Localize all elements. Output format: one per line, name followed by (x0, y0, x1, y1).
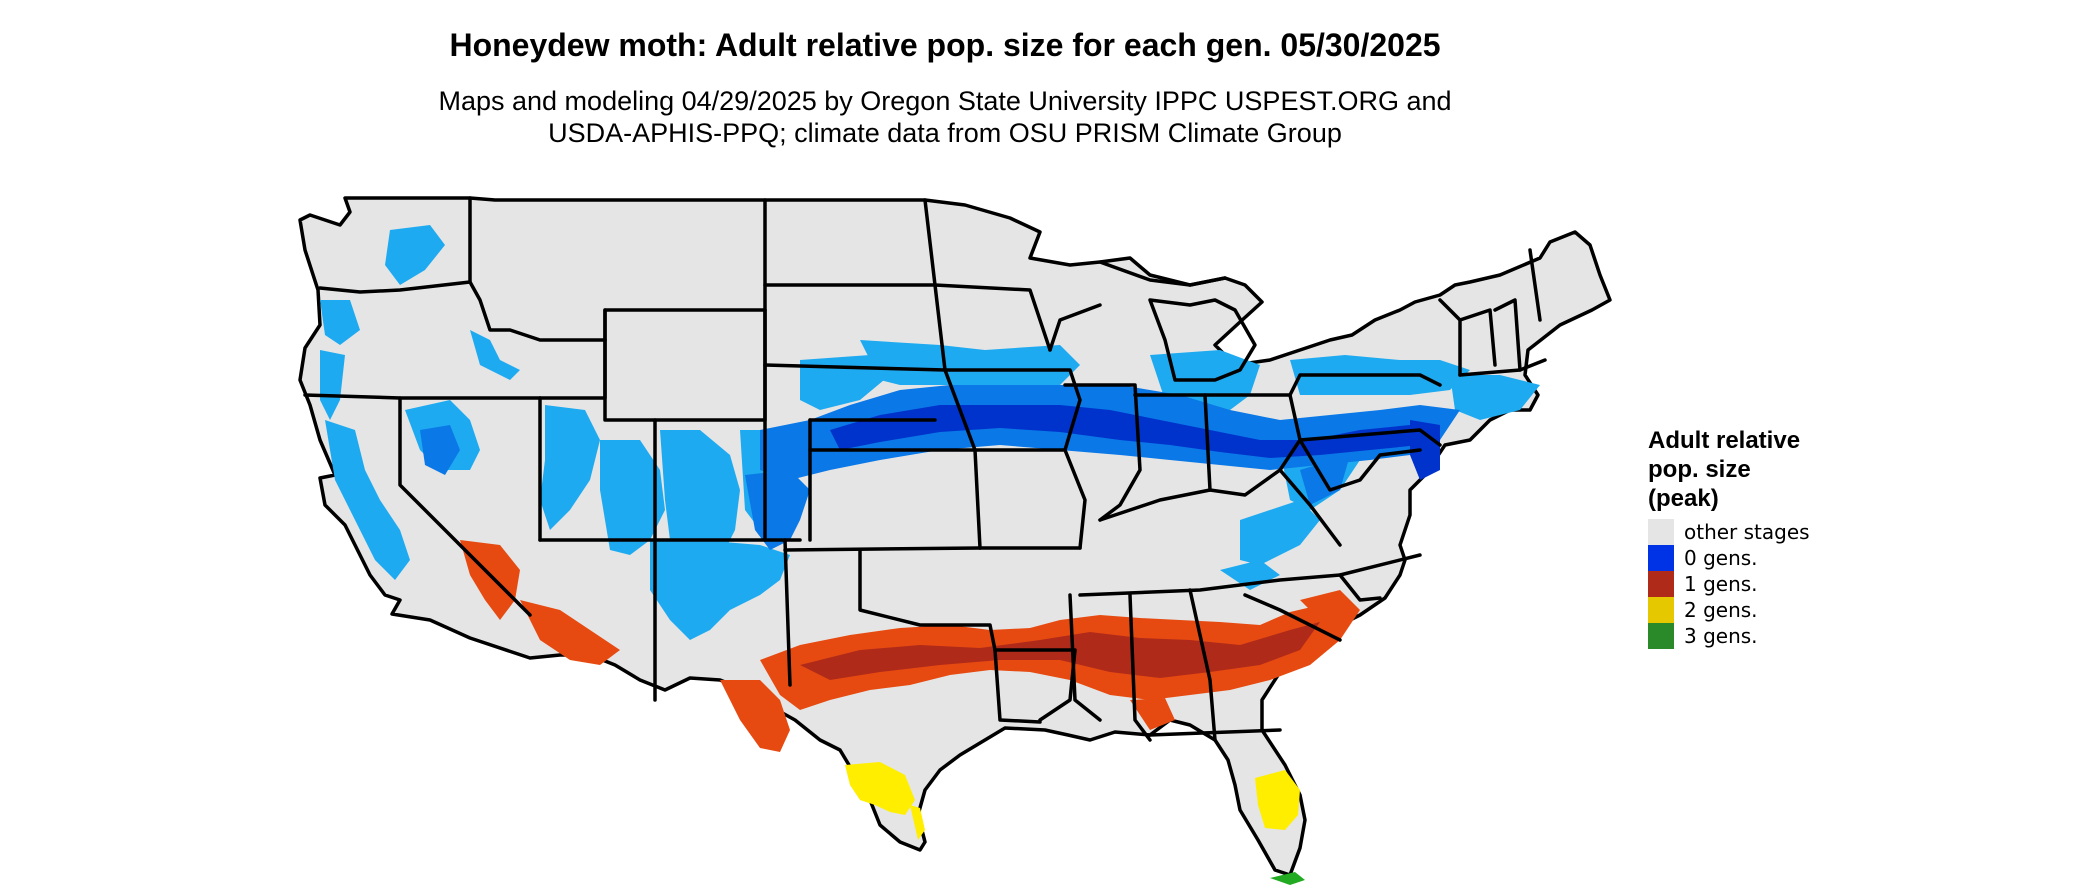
legend-item-2-gens: 2 gens. (1648, 597, 1908, 623)
legend-swatch (1648, 623, 1674, 649)
light-blue-regions (320, 225, 1540, 640)
legend-swatch (1648, 597, 1674, 623)
orange-red-regions (460, 540, 1360, 752)
legend-swatch (1648, 571, 1674, 597)
legend-label: 1 gens. (1684, 572, 1758, 596)
us-landmass (298, 196, 1612, 877)
legend-item-3-gens: 3 gens. (1648, 623, 1908, 649)
state-borders (303, 196, 1547, 742)
legend-item-other-stages: other stages (1648, 519, 1908, 545)
legend-swatch (1648, 519, 1674, 545)
map-subtitle-line-2: USDA-APHIS-PPQ; climate data from OSU PR… (548, 118, 1342, 148)
map-legend: Adult relative pop. size (peak) other st… (1648, 426, 1908, 649)
dark-blue-regions (420, 385, 1460, 550)
legend-label: 2 gens. (1684, 598, 1758, 622)
legend-title: Adult relative pop. size (peak) (1648, 427, 1801, 512)
legend-label: other stages (1684, 520, 1810, 544)
green-regions (1270, 872, 1305, 885)
legend-swatch (1648, 545, 1674, 571)
legend-label: 3 gens. (1684, 624, 1758, 648)
legend-item-0-gens: 0 gens. (1648, 545, 1908, 571)
map-title: Honeydew moth: Adult relative pop. size … (449, 27, 1441, 63)
yellow-regions (845, 762, 1300, 840)
map-subtitle-line-1: Maps and modeling 04/29/2025 by Oregon S… (438, 86, 1452, 116)
legend-item-1-gens: 1 gens. (1648, 571, 1908, 597)
legend-label: 0 gens. (1684, 546, 1758, 570)
